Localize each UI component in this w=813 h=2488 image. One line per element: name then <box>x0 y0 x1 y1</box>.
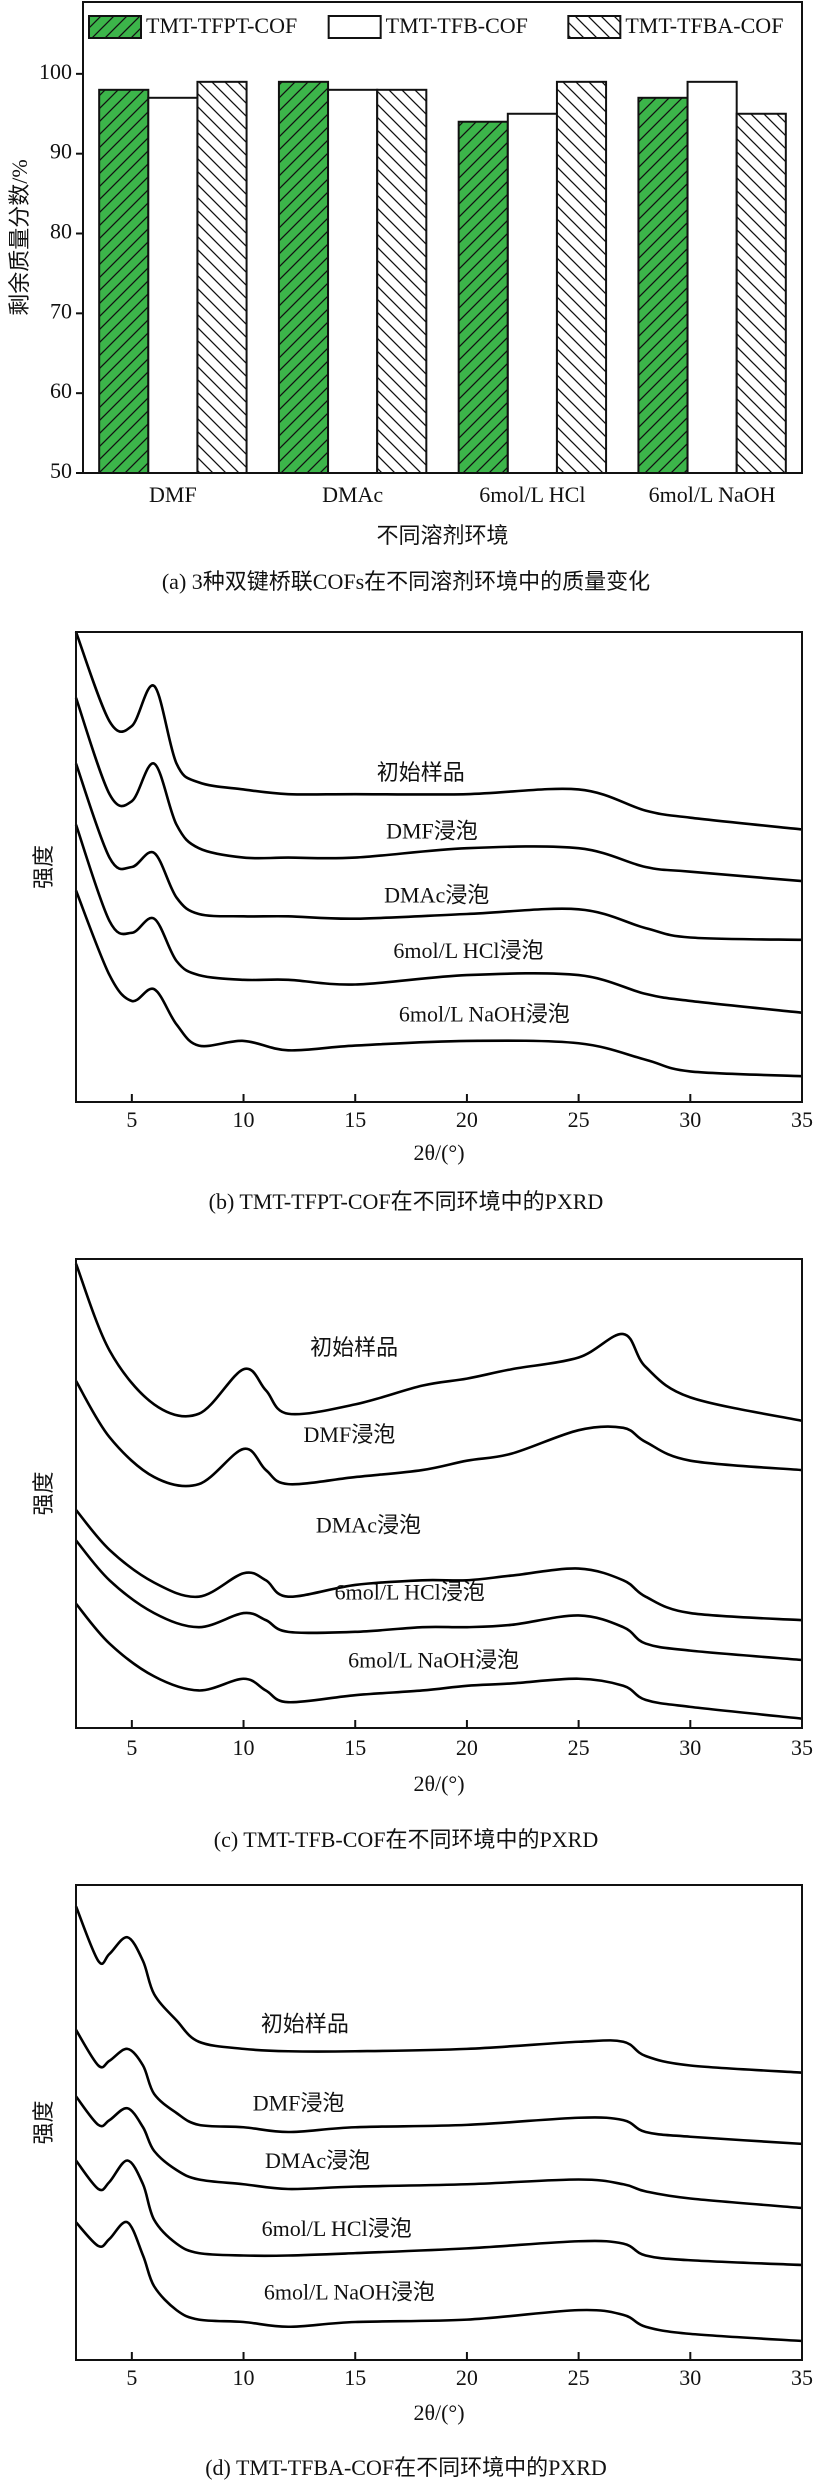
legend-swatch <box>88 15 142 39</box>
x-tick-label: 10 <box>233 1107 255 1132</box>
x-tick-label: 5 <box>126 1735 137 1760</box>
y-axis-label: 强度 <box>31 1471 56 1515</box>
x-tick-label: 20 <box>456 1107 478 1132</box>
x-tick-label: DMF <box>149 482 197 507</box>
curve-label: 初始样品 <box>310 1335 398 1360</box>
y-tick-label: 60 <box>50 378 72 403</box>
curve-label: DMAc浸泡 <box>316 1513 421 1538</box>
legend-swatch <box>327 15 382 39</box>
legend-swatch <box>567 15 622 39</box>
y-tick-label: 50 <box>50 458 72 483</box>
x-tick-label: 15 <box>344 2365 366 2390</box>
plot-frame <box>75 1258 803 1729</box>
bar <box>98 88 150 474</box>
xrd-curve <box>75 1539 803 1662</box>
x-axis-label: 2θ/(°) <box>413 1771 464 1796</box>
bar <box>457 120 509 475</box>
bar <box>637 96 689 475</box>
xrd-curve <box>74 890 803 1078</box>
xrd-curve <box>75 1509 803 1622</box>
y-tick-label: 90 <box>50 139 72 164</box>
caption: (c) TMT-TFB-COF在不同环境中的PXRD <box>214 1827 598 1852</box>
x-tick-label: 6mol/L NaOH <box>649 482 776 507</box>
curve-label: 6mol/L NaOH浸泡 <box>399 1001 570 1026</box>
xrd-curve <box>74 824 803 1014</box>
x-tick-label: 25 <box>568 1107 590 1132</box>
x-tick-label: 5 <box>126 2365 137 2390</box>
caption: (a) 3种双键桥联COFs在不同溶剂环境中的质量变化 <box>162 569 650 594</box>
plot-frame <box>75 1884 803 2361</box>
y-tick-label: 100 <box>39 59 72 84</box>
y-axis-label: 剩余质量分数/% <box>7 159 32 315</box>
bar <box>686 80 738 474</box>
xrd-curve <box>74 1380 803 1488</box>
x-tick-label: 20 <box>456 2365 478 2390</box>
x-tick-label: 25 <box>568 2365 590 2390</box>
bar <box>327 88 379 474</box>
y-tick-label: 80 <box>50 219 72 244</box>
curve-label: 6mol/L HCl浸泡 <box>335 1579 485 1604</box>
x-tick-label: 30 <box>679 1735 701 1760</box>
curve-label: 6mol/L NaOH浸泡 <box>264 2280 435 2305</box>
caption: (d) TMT-TFBA-COF在不同环境中的PXRD <box>205 2455 607 2480</box>
x-axis-label: 2θ/(°) <box>413 2400 464 2425</box>
x-tick-label: 35 <box>791 1735 813 1760</box>
x-tick-label: 20 <box>456 1735 478 1760</box>
x-tick-label: 15 <box>344 1107 366 1132</box>
xrd-curve <box>74 1905 803 2074</box>
curve-label: DMF浸泡 <box>253 2091 345 2116</box>
x-tick-label: 35 <box>791 1107 813 1132</box>
x-tick-label: DMAc <box>322 482 383 507</box>
x-tick-label: 10 <box>233 2365 255 2390</box>
x-tick-label: 5 <box>126 1107 137 1132</box>
xrd-curve <box>75 1602 803 1720</box>
bar <box>555 80 608 474</box>
bar <box>196 80 248 474</box>
bar <box>147 96 199 475</box>
xrd-curve <box>74 631 803 831</box>
xrd-curve <box>74 2029 803 2146</box>
curve-label: 初始样品 <box>261 2011 349 2036</box>
x-tick-label: 35 <box>791 2365 813 2390</box>
bar <box>735 112 787 474</box>
curve-label: DMAc浸泡 <box>384 882 489 907</box>
y-axis-label: 强度 <box>31 845 56 889</box>
curve-label: DMF浸泡 <box>386 819 478 844</box>
legend-label: TMT-TFBA-COF <box>625 13 783 38</box>
xrd-curve <box>74 2095 803 2210</box>
xrd-curve <box>74 2159 803 2267</box>
xrd-curve <box>74 763 803 942</box>
x-tick-label: 15 <box>344 1735 366 1760</box>
caption: (b) TMT-TFPT-COF在不同环境中的PXRD <box>209 1189 604 1214</box>
bar <box>277 80 330 474</box>
curve-label: DMF浸泡 <box>304 1422 396 1447</box>
y-axis-label: 强度 <box>31 2100 56 2144</box>
legend-label: TMT-TFB-COF <box>386 13 528 38</box>
xrd-curve <box>74 1263 803 1423</box>
bar <box>376 88 428 474</box>
plot-frame <box>82 1 803 474</box>
curve-label: 6mol/L HCl浸泡 <box>262 2216 412 2241</box>
curve-label: 6mol/L HCl浸泡 <box>393 938 543 963</box>
xrd-curve <box>74 697 803 883</box>
x-tick-label: 30 <box>679 2365 701 2390</box>
x-axis-label: 2θ/(°) <box>413 1140 464 1165</box>
plot-frame <box>75 631 803 1103</box>
x-tick-label: 30 <box>679 1107 701 1132</box>
x-axis-label: 不同溶剂环境 <box>376 523 508 548</box>
curve-label: DMAc浸泡 <box>265 2148 370 2173</box>
curve-label: 6mol/L NaOH浸泡 <box>348 1648 519 1673</box>
x-tick-label: 25 <box>568 1735 590 1760</box>
x-tick-label: 10 <box>233 1735 255 1760</box>
y-tick-label: 70 <box>50 298 72 323</box>
bar <box>506 112 558 474</box>
xrd-curve <box>75 2220 803 2343</box>
x-tick-label: 6mol/L HCl <box>479 482 585 507</box>
curve-label: 初始样品 <box>377 760 465 785</box>
legend-label: TMT-TFPT-COF <box>146 13 297 38</box>
